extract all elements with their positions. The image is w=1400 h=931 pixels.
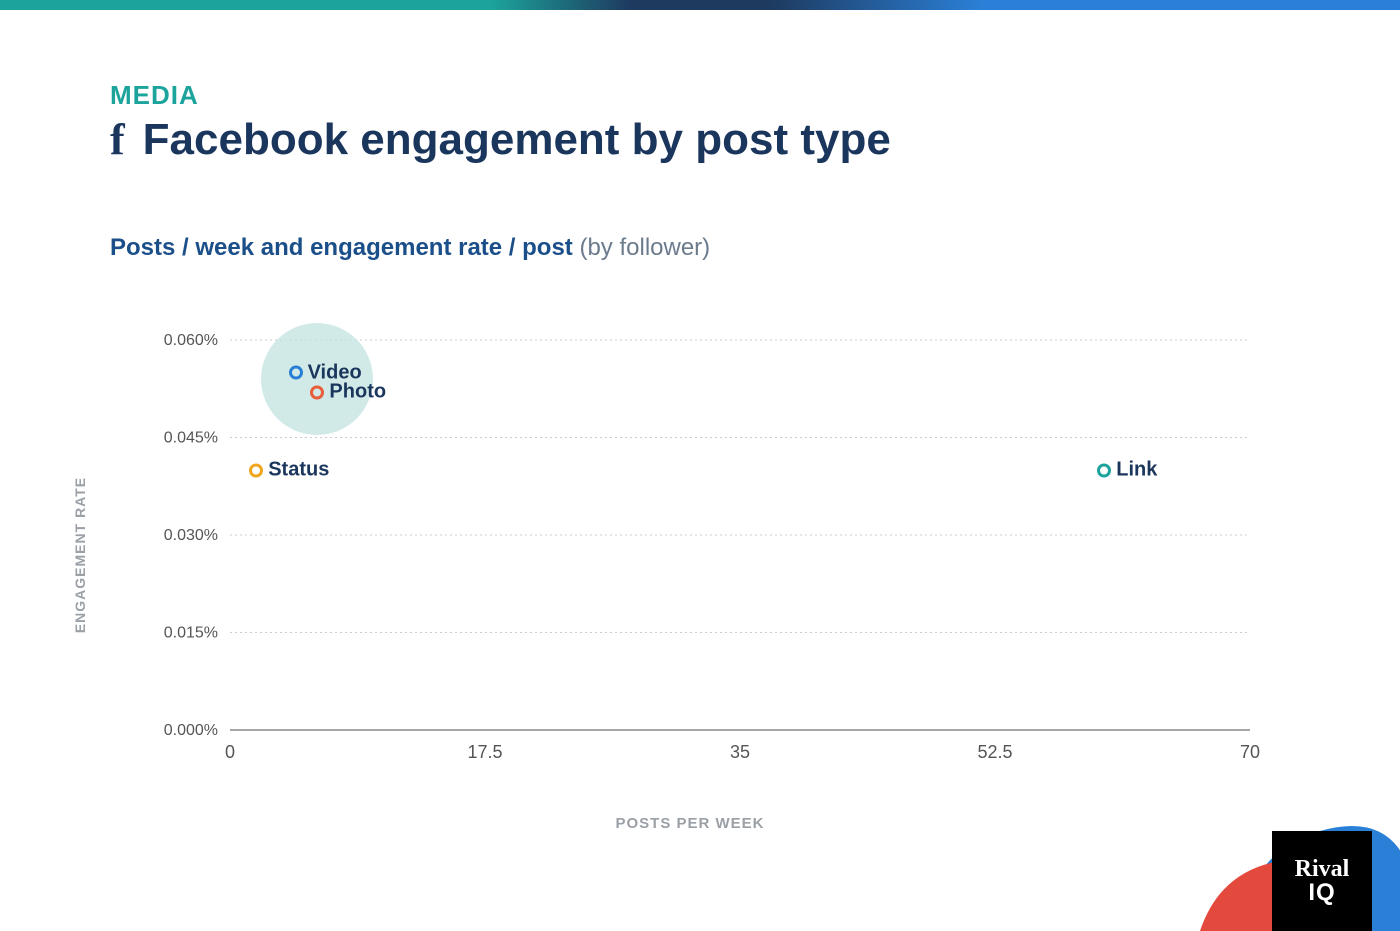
logo-blob-blue <box>1240 826 1400 931</box>
point-label: Link <box>1116 459 1157 482</box>
y-tick-label: 0.015% <box>164 625 218 642</box>
top-accent-bar <box>0 0 1400 10</box>
x-tick-label: 35 <box>730 742 750 762</box>
logo-line2: IQ <box>1308 881 1335 905</box>
subtitle-main: Posts / week and engagement rate / post <box>110 234 573 261</box>
page-title: Facebook engagement by post type <box>143 115 891 165</box>
category-label: MEDIA <box>110 80 891 111</box>
x-axis-title: POSTS PER WEEK <box>615 815 764 832</box>
data-point-link: Link <box>1097 459 1157 482</box>
point-label: Photo <box>329 381 386 404</box>
data-point-status: Status <box>249 459 329 482</box>
x-tick-label: 52.5 <box>977 742 1012 762</box>
logo-line1: Rival <box>1295 857 1350 881</box>
axes-svg: 0.000%0.015%0.030%0.045%0.060%017.53552.… <box>110 340 1270 770</box>
page-root: MEDIA f Facebook engagement by post type… <box>0 0 1400 931</box>
subtitle-paren: (by follower) <box>579 234 710 261</box>
logo-blob-red <box>1200 860 1360 931</box>
data-point-photo: Photo <box>310 381 386 404</box>
x-tick-label: 0 <box>225 742 235 762</box>
chart-subtitle: Posts / week and engagement rate / post … <box>110 234 710 262</box>
marker-icon <box>289 366 303 380</box>
x-tick-label: 17.5 <box>467 742 502 762</box>
title-row: f Facebook engagement by post type <box>110 115 891 165</box>
marker-icon <box>1097 463 1111 477</box>
y-tick-label: 0.000% <box>164 722 218 739</box>
marker-icon <box>310 385 324 399</box>
plot-area: 0.000%0.015%0.030%0.045%0.060%017.53552.… <box>110 340 1270 770</box>
facebook-icon: f <box>110 118 125 162</box>
x-tick-label: 70 <box>1240 742 1260 762</box>
y-tick-label: 0.060% <box>164 332 218 349</box>
logo-box: Rival IQ <box>1272 831 1372 931</box>
y-tick-label: 0.030% <box>164 527 218 544</box>
y-tick-label: 0.045% <box>164 430 218 447</box>
point-label: Status <box>268 459 329 482</box>
marker-icon <box>249 463 263 477</box>
y-axis-title: ENGAGEMENT RATE <box>72 477 88 633</box>
chart: ENGAGEMENT RATE 0.000%0.015%0.030%0.045%… <box>110 340 1270 770</box>
header: MEDIA f Facebook engagement by post type <box>110 80 891 165</box>
